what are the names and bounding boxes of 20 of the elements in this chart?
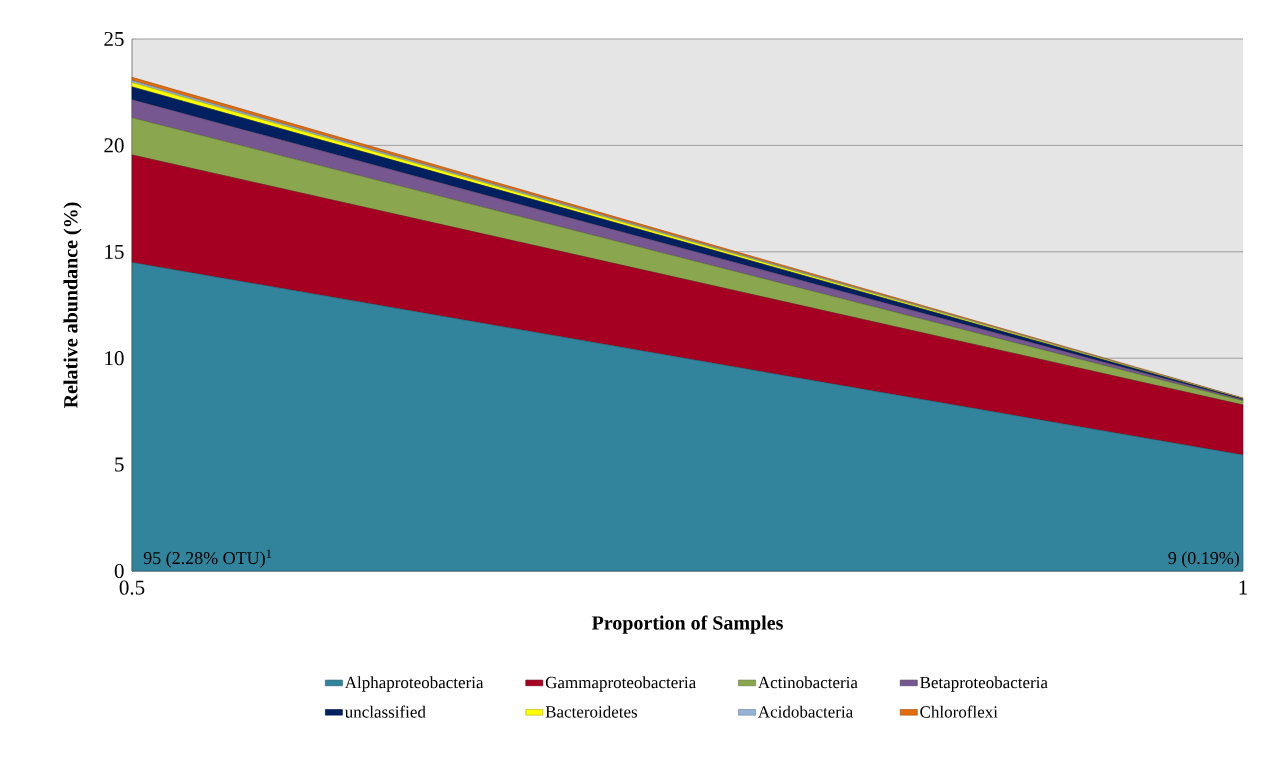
x-tick-label: 0.5 [119, 580, 145, 595]
y-tick-label: 25 [104, 31, 124, 47]
legend-label: Chloroflexi [920, 705, 998, 718]
y-tick-label: 15 [105, 244, 124, 259]
y-tick-label: 5 [115, 457, 124, 472]
annotation: 9 (0.19%) [1168, 551, 1239, 568]
y-tick-label: 10 [105, 351, 124, 366]
y-tick-label: 0 [114, 563, 124, 579]
annotation: 95 (2.28% OTU)$^{1}$ [143, 549, 272, 568]
legend-label: unclassified [344, 705, 426, 718]
legend-label: Alphaproteobacteria [344, 676, 484, 692]
y-tick-label: 20 [104, 138, 124, 153]
legend-label: Actinobacteria [758, 676, 858, 689]
x-tick-label: 1 [1239, 580, 1247, 595]
legend-label: Gammaproteobacteria [545, 676, 696, 692]
legend-label: Bacteroidetes [545, 705, 638, 718]
legend-label: Betaproteobacteria [920, 676, 1048, 692]
legend-label: Acidobacteria [758, 705, 853, 718]
x-axis-title: Proportion of Samples [591, 615, 783, 634]
y-axis-title: Relative abundance (%) [63, 202, 82, 408]
